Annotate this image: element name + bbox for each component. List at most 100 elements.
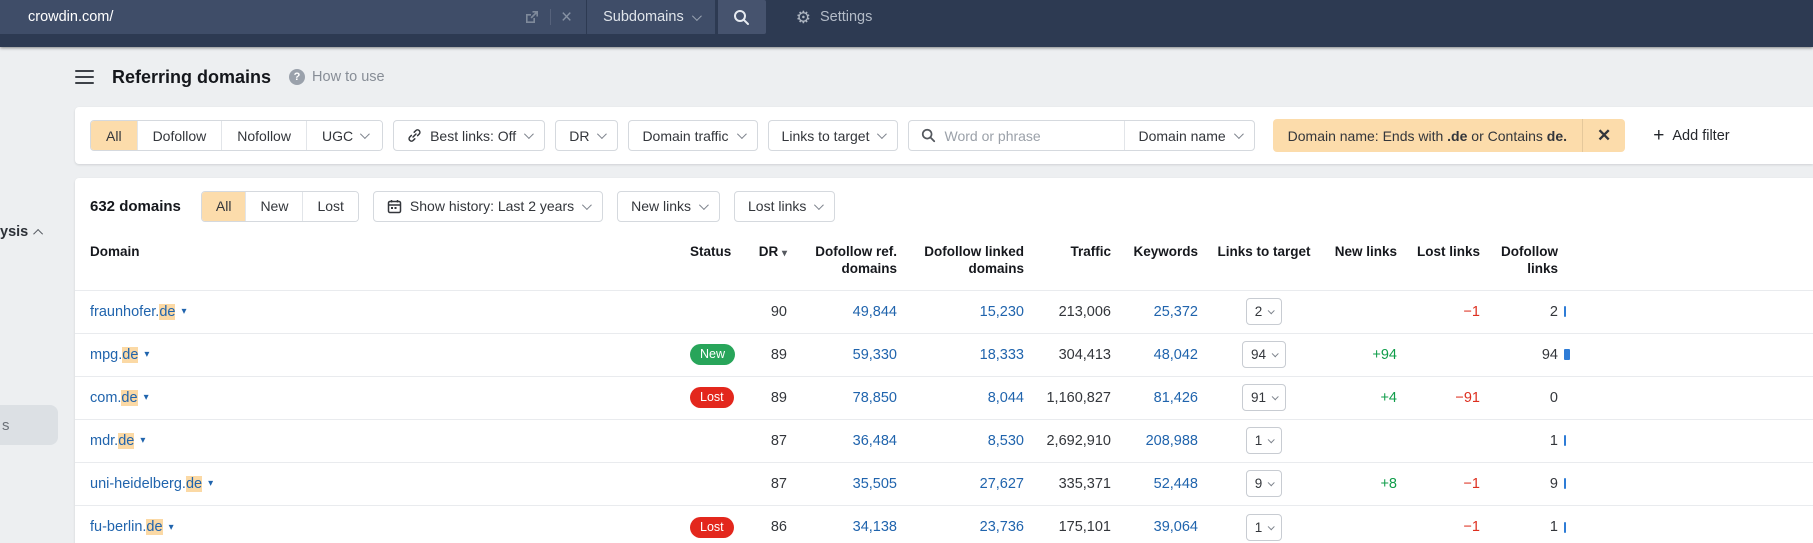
tab-lost[interactable]: Lost	[303, 191, 358, 221]
sidebar-active-item[interactable]: s	[0, 405, 58, 445]
col-traffic[interactable]: Traffic	[1070, 244, 1111, 259]
col-dofollow-ref[interactable]: Dofollow ref. domains	[815, 244, 897, 276]
clear-url-icon[interactable]: ×	[561, 6, 573, 28]
divider	[550, 9, 551, 25]
referring-domains-table-card: 632 domains All New Lost Show history: L…	[75, 178, 1813, 543]
keywords-cell[interactable]: 48,042	[1153, 346, 1198, 363]
filter-tab-dofollow[interactable]: Dofollow	[137, 121, 223, 150]
lost-links-cell: −1	[1463, 475, 1480, 492]
links-to-target-select[interactable]: 1	[1245, 513, 1283, 541]
col-links-to-target[interactable]: Links to target	[1217, 244, 1311, 259]
chevron-down-icon	[524, 129, 535, 140]
word-or-phrase-input[interactable]	[944, 127, 1125, 144]
dofollow-linked-cell[interactable]: 23,736	[979, 519, 1024, 536]
gear-icon: ⚙	[795, 7, 811, 27]
domain-caret-icon[interactable]: ▾	[181, 306, 187, 318]
dofollow-ref-cell[interactable]: 36,484	[852, 432, 897, 449]
filter-tab-all[interactable]: All	[91, 121, 138, 150]
links-to-target-select[interactable]: 2	[1245, 298, 1283, 326]
dofollow-links-cell: 2	[1549, 303, 1558, 320]
domain-link[interactable]: mpg.de	[90, 346, 139, 363]
scope-select[interactable]: Subdomains	[586, 0, 715, 34]
status-badge: Lost	[690, 387, 734, 409]
filter-tab-ugc[interactable]: UGC	[306, 121, 383, 150]
keywords-cell[interactable]: 25,372	[1153, 303, 1198, 320]
lost-links-cell: −1	[1463, 519, 1480, 536]
domain-caret-icon[interactable]: ▾	[143, 392, 149, 404]
col-dofollow-linked[interactable]: Dofollow linked domains	[924, 244, 1024, 276]
filter-chip-label: Domain name: Ends with .de or Contains d…	[1287, 127, 1568, 144]
chevron-down-icon	[814, 199, 825, 210]
col-new-links[interactable]: New links	[1334, 244, 1397, 259]
new-links-cell: +4	[1380, 389, 1397, 406]
plus-icon: +	[1653, 125, 1665, 146]
domain-cell: mpg.de ▾	[90, 346, 690, 363]
dofollow-ref-cell[interactable]: 34,138	[852, 519, 897, 536]
sidebar-collapsed-section[interactable]: ysis	[0, 224, 44, 240]
dofollow-ref-cell[interactable]: 78,850	[852, 389, 897, 406]
dofollow-bar-cell	[1558, 478, 1585, 490]
dofollow-linked-cell[interactable]: 27,627	[979, 475, 1024, 492]
col-lost-links[interactable]: Lost links	[1416, 244, 1480, 259]
domain-traffic-dropdown[interactable]: Domain traffic	[628, 120, 758, 151]
domain-caret-icon[interactable]: ▾	[144, 349, 150, 361]
domain-link[interactable]: fraunhofer.de	[90, 303, 176, 320]
tab-all[interactable]: All	[201, 191, 247, 221]
keywords-cell[interactable]: 81,426	[1153, 389, 1198, 406]
col-dofollow-links[interactable]: Dofollow links	[1501, 244, 1558, 276]
dofollow-linked-cell[interactable]: 18,333	[979, 346, 1024, 363]
domain-cell: fu-berlin.de ▾	[90, 519, 690, 536]
domain-link[interactable]: uni-heidelberg.de	[90, 475, 203, 492]
add-filter-button[interactable]: + Add filter	[1653, 125, 1730, 146]
search-field-select[interactable]: Domain name	[1124, 121, 1253, 150]
domain-link[interactable]: com.de	[90, 389, 138, 406]
dr-cell: 87	[770, 475, 787, 492]
dofollow-ref-cell[interactable]: 49,844	[852, 303, 897, 320]
how-to-use-link[interactable]: ? How to use	[289, 69, 385, 85]
domain-link[interactable]: fu-berlin.de	[90, 519, 163, 536]
remove-filter-icon[interactable]: ✕	[1582, 119, 1625, 152]
new-links-dropdown[interactable]: New links	[617, 190, 721, 222]
filter-tab-nofollow[interactable]: Nofollow	[222, 121, 307, 150]
new-links-cell: +94	[1372, 346, 1397, 363]
domain-caret-icon[interactable]: ▾	[168, 521, 174, 533]
tab-new[interactable]: New	[246, 191, 304, 221]
links-to-target-select[interactable]: 1	[1245, 427, 1283, 455]
target-url-input[interactable]	[0, 0, 520, 34]
status-segmented-control: All New Lost	[200, 190, 359, 222]
open-external-icon[interactable]	[524, 9, 540, 25]
col-dr[interactable]: DR ▾	[758, 244, 787, 259]
dofollow-bar-cell	[1558, 435, 1585, 447]
settings-button[interactable]: ⚙ Settings	[796, 0, 873, 34]
domains-count: 632 domains	[90, 197, 181, 215]
links-to-target-select[interactable]: 94	[1241, 341, 1287, 369]
domain-caret-icon[interactable]: ▾	[140, 435, 146, 447]
dr-cell: 89	[770, 346, 787, 363]
menu-icon[interactable]	[75, 69, 94, 85]
dofollow-ref-cell[interactable]: 35,505	[852, 475, 897, 492]
best-links-dropdown[interactable]: Best links: Off	[393, 120, 546, 151]
col-keywords[interactable]: Keywords	[1133, 244, 1198, 259]
links-to-target-cell: 91	[1198, 384, 1330, 412]
links-to-target-select[interactable]: 9	[1245, 470, 1283, 498]
search-button[interactable]	[717, 0, 766, 34]
keywords-cell[interactable]: 39,064	[1153, 519, 1198, 536]
keywords-cell[interactable]: 52,448	[1153, 475, 1198, 492]
dofollow-linked-cell[interactable]: 8,044	[987, 389, 1024, 406]
domain-link[interactable]: mdr.de	[90, 432, 135, 449]
links-to-target-dropdown[interactable]: Links to target	[767, 120, 899, 151]
dofollow-linked-cell[interactable]: 8,530	[987, 432, 1024, 449]
domain-caret-icon[interactable]: ▾	[208, 478, 214, 490]
dr-filter-dropdown[interactable]: DR	[555, 120, 619, 151]
lost-links-dropdown[interactable]: Lost links	[734, 190, 836, 222]
dofollow-ref-cell[interactable]: 59,330	[852, 346, 897, 363]
dofollow-linked-cell[interactable]: 15,230	[979, 303, 1024, 320]
links-to-target-cell: 94	[1198, 341, 1330, 369]
links-to-target-cell: 9	[1198, 470, 1330, 498]
links-to-target-select[interactable]: 91	[1241, 384, 1287, 412]
keywords-cell[interactable]: 208,988	[1145, 432, 1198, 449]
lost-links-cell: −91	[1455, 389, 1480, 406]
show-history-dropdown[interactable]: Show history: Last 2 years	[372, 190, 604, 222]
keyword-search-combo: Domain name	[908, 120, 1255, 151]
link-icon	[408, 129, 421, 142]
